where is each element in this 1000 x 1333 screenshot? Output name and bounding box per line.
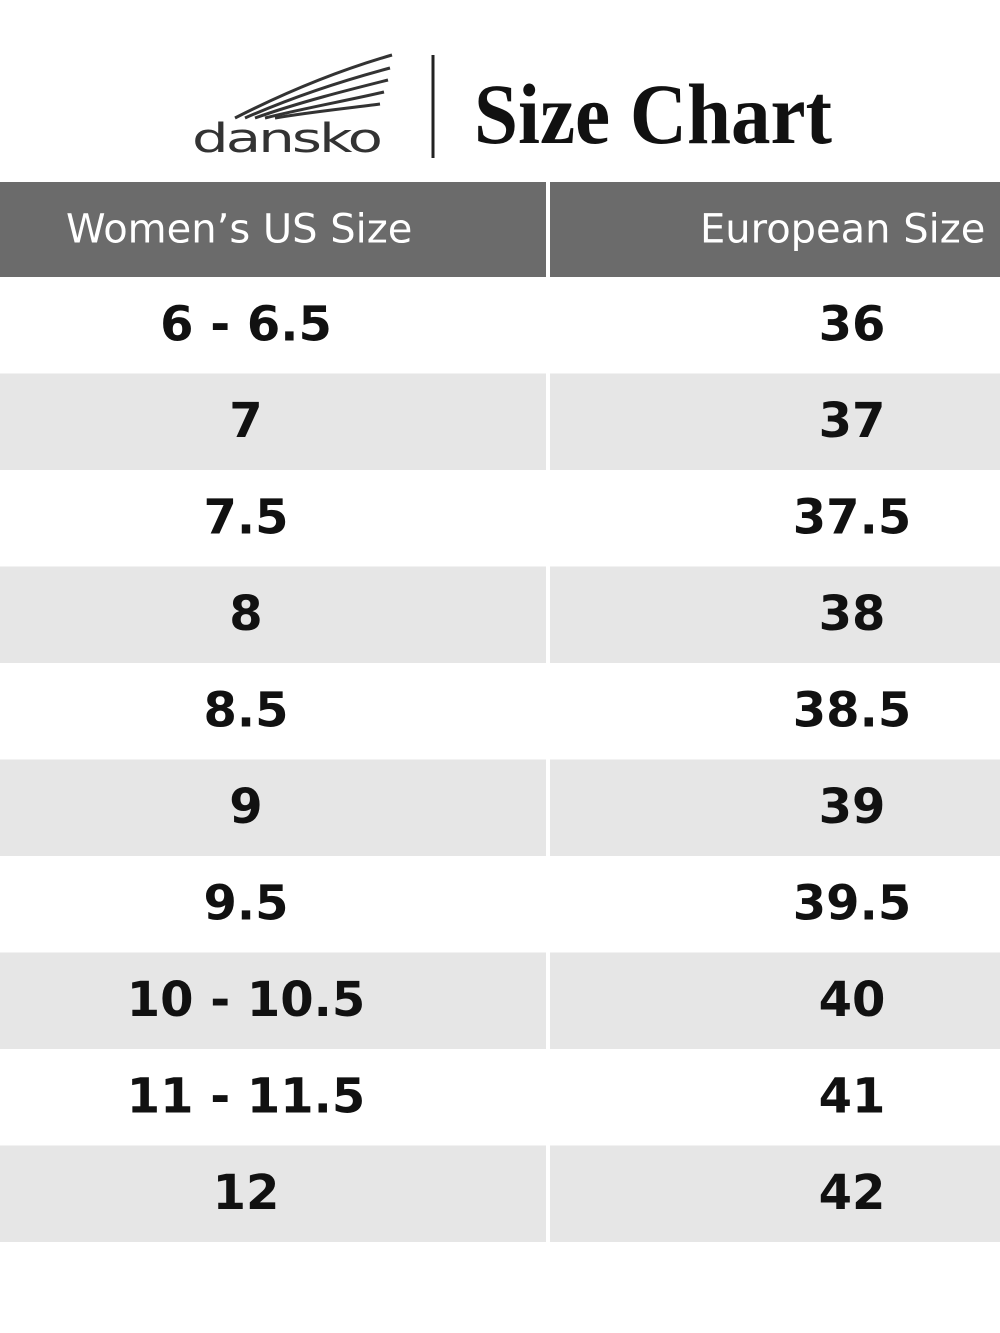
row-cell <box>550 856 1000 953</box>
cell-text: 11 - 11.5 <box>127 1068 366 1124</box>
cell-text: 39.5 <box>793 875 911 931</box>
row-cell <box>550 663 1000 760</box>
row-cell <box>0 1145 546 1242</box>
cell-text: 39 <box>819 779 886 835</box>
column-header: European Size <box>700 207 985 253</box>
row-cell <box>0 277 546 374</box>
cell-text: 8 <box>229 586 262 642</box>
size-table: Women’s US Size European Size 6 - 6.5 36 7 37… <box>0 182 1000 1242</box>
cell-text: 8.5 <box>203 682 288 738</box>
row-cell <box>0 856 546 953</box>
cell-text: 7.5 <box>203 489 288 545</box>
cell-text: 41 <box>819 1068 886 1124</box>
cell-text: 40 <box>819 972 886 1028</box>
row-cell <box>0 952 546 1049</box>
cell-text: 37 <box>819 393 886 449</box>
header-cell <box>0 182 546 277</box>
row-cell <box>0 663 546 760</box>
column-header: Women’s US Size <box>66 207 412 253</box>
cell-text: 6 - 6.5 <box>160 296 332 352</box>
title: Size Chart <box>474 66 832 162</box>
row-cell <box>550 470 1000 567</box>
row-cell <box>550 952 1000 1049</box>
row-cell <box>0 470 546 567</box>
row-cell <box>0 759 546 856</box>
row-cell <box>550 759 1000 856</box>
cell-text: 42 <box>819 1165 886 1221</box>
row-cell <box>550 1049 1000 1146</box>
row-cell <box>0 1049 546 1146</box>
cell-text: 10 - 10.5 <box>127 972 366 1028</box>
cell-text: 38.5 <box>793 682 911 738</box>
cell-text: 9 <box>229 779 262 835</box>
logo: dansko <box>192 53 393 162</box>
cell-text: 37.5 <box>793 489 911 545</box>
logo-text: dansko <box>192 116 381 162</box>
row-cell <box>550 1145 1000 1242</box>
row-cell <box>0 566 546 663</box>
cell-text: 9.5 <box>203 875 288 931</box>
cell-text: 7 <box>229 393 262 449</box>
header-cell <box>550 182 1000 277</box>
cell-text: 38 <box>819 586 886 642</box>
cell-text: 12 <box>213 1165 280 1221</box>
cell-text: 36 <box>819 296 886 352</box>
row-cell <box>550 277 1000 374</box>
row-cell <box>550 566 1000 663</box>
row-cell <box>550 373 1000 470</box>
row-cell <box>0 373 546 470</box>
